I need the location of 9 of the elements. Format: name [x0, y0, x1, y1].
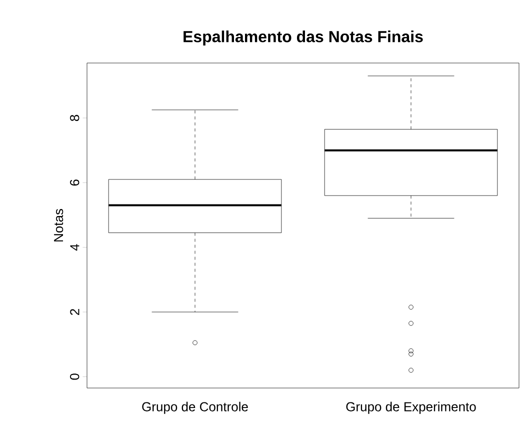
y-tick-label: 0	[70, 374, 80, 380]
y-tick-label: 8	[70, 114, 80, 122]
y-tick-label: 6	[70, 180, 80, 186]
y-axis-title: Notas	[54, 208, 64, 242]
chart-title: Espalhamento das Notas Finais	[184, 30, 423, 46]
x-tick-label: Grupo de Controle	[142, 402, 248, 414]
x-tick-label: Grupo de Experimento	[346, 402, 476, 414]
y-tick-label: 4	[70, 244, 80, 251]
y-tick-label: 2	[70, 309, 80, 315]
